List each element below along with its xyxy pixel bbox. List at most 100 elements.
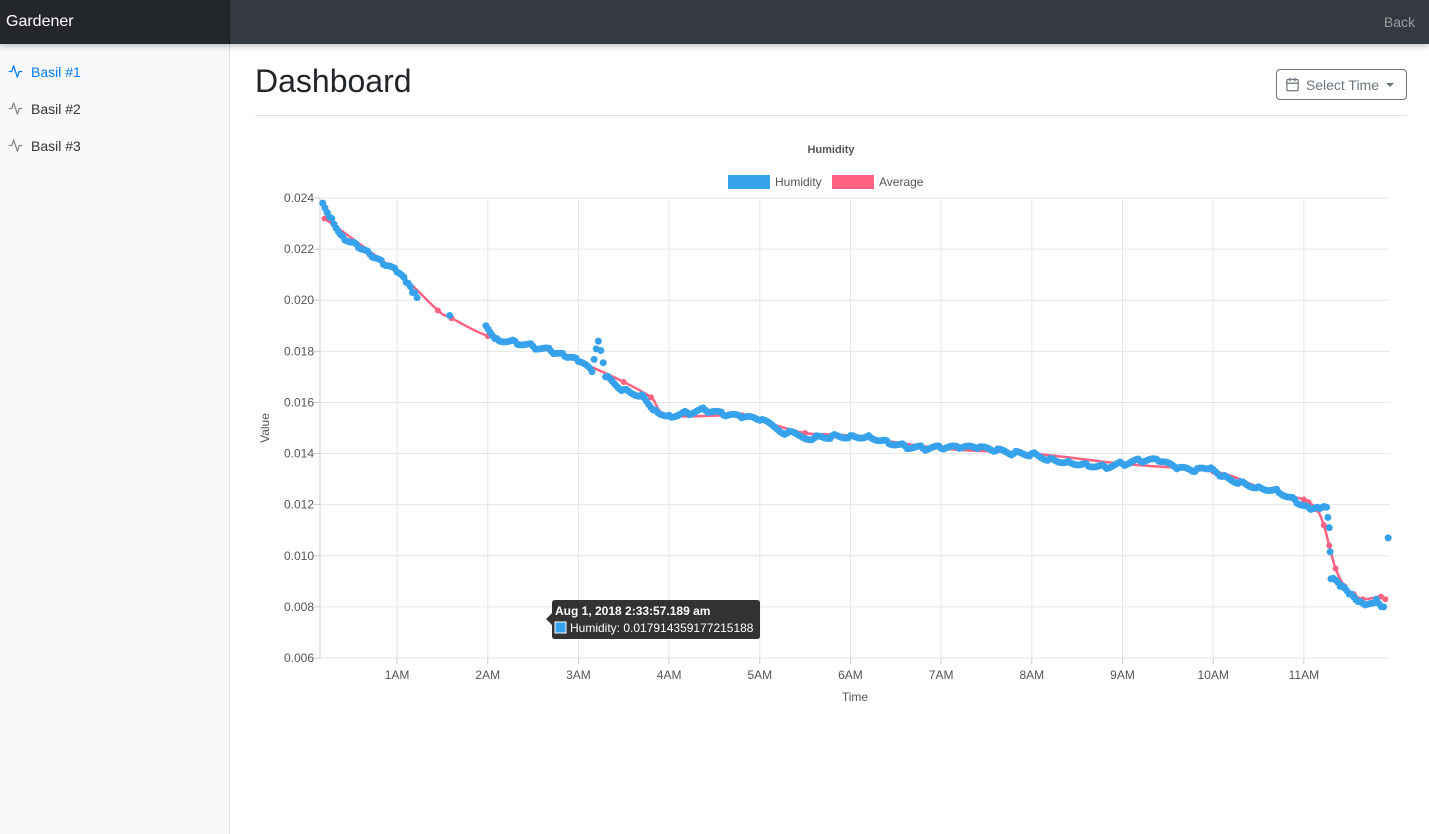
data-point-humidity [326, 213, 334, 221]
sidebar-item-basil-3[interactable]: Basil #3 [0, 127, 229, 164]
tooltip-title: Aug 1, 2018 2:33:57.189 am [555, 604, 710, 618]
y-tick-label: 0.006 [284, 651, 314, 665]
chart-tooltip: Aug 1, 2018 2:33:57.189 am Humidity: 0.0… [546, 600, 760, 639]
data-point-humidity [377, 256, 385, 264]
y-tick-label: 0.020 [284, 293, 314, 307]
data-point-humidity [1384, 534, 1392, 542]
x-tick-label: 6AM [838, 668, 863, 682]
x-tick-label: 7AM [929, 668, 954, 682]
data-point-humidity [594, 337, 602, 345]
data-point-humidity [1289, 493, 1297, 501]
activity-icon [8, 139, 23, 152]
sidebar-item-label: Basil #1 [31, 63, 81, 80]
back-link[interactable]: Back [1383, 14, 1415, 30]
data-point-humidity [411, 289, 419, 297]
chart-series-points [319, 199, 1392, 611]
x-tick-label: 2AM [475, 668, 500, 682]
x-tick-label: 8AM [1019, 668, 1044, 682]
chart-grid [313, 197, 1390, 664]
x-tick-label: 9AM [1110, 668, 1135, 682]
x-axis-label: Time [842, 690, 869, 704]
data-point-humidity [808, 436, 816, 444]
data-point-humidity [899, 440, 907, 448]
data-point-humidity [586, 364, 594, 372]
sidebar-item-basil-1[interactable]: Basil #1 [0, 53, 229, 90]
select-time-label: Select Time [1305, 76, 1379, 93]
sidebar-item-basil-2[interactable]: Basil #2 [0, 90, 229, 127]
activity-icon [8, 65, 23, 78]
select-time-button[interactable]: Select Time [1275, 69, 1407, 100]
chart-series-lines [323, 217, 1387, 601]
data-point-humidity [1325, 524, 1333, 532]
y-axis-ticks: 0.024 0.022 0.020 0.018 0.016 0.014 0.012 0.010… [284, 191, 314, 665]
tooltip-body: Humidity: 0.017914359177215188 [570, 621, 754, 635]
data-point-humidity [391, 264, 399, 272]
x-tick-label: 10AM [1197, 668, 1228, 682]
data-point-humidity [400, 273, 408, 281]
brand-name[interactable]: Gardener [0, 0, 230, 44]
x-tick-label: 11AM [1289, 668, 1319, 682]
data-point-humidity [509, 336, 517, 344]
data-point-humidity [826, 434, 834, 442]
humidity-chart[interactable]: Humidity Humidity Average 0.0240.0220.02… [255, 130, 1407, 710]
y-tick-label: 0.024 [284, 191, 314, 205]
data-point-average [1320, 522, 1327, 529]
data-point-humidity [1324, 513, 1332, 521]
data-point-humidity [559, 349, 567, 357]
data-point-humidity [336, 231, 344, 239]
data-point-humidity [527, 340, 535, 348]
sidebar-item-label: Basil #3 [31, 137, 81, 154]
page-title: Dashboard [255, 63, 412, 99]
data-point-average [1332, 565, 1339, 572]
data-point-humidity [597, 347, 605, 355]
data-point-average [620, 379, 627, 385]
data-point-humidity [590, 355, 598, 363]
legend-swatch-average [832, 175, 874, 189]
sidebar-item-label: Basil #2 [31, 100, 81, 117]
data-point-humidity [917, 442, 925, 450]
data-point-average [1326, 542, 1333, 549]
x-tick-label: 4AM [657, 668, 682, 682]
data-point-humidity [446, 312, 454, 320]
x-tick-label: 1AM [385, 668, 410, 682]
x-tick-label: 3AM [566, 668, 591, 682]
y-tick-label: 0.012 [284, 498, 314, 512]
header-divider [255, 115, 1407, 116]
x-tick-label: 5AM [747, 668, 772, 682]
data-point-average [434, 307, 441, 314]
data-point-humidity [1326, 548, 1334, 556]
data-point-humidity [1320, 502, 1328, 510]
data-point-humidity [406, 283, 414, 291]
data-point-humidity [781, 430, 789, 438]
top-navbar: Gardener Back [0, 0, 1429, 44]
activity-icon [8, 102, 23, 115]
data-point-average [647, 394, 654, 401]
y-tick-label: 0.016 [284, 395, 314, 409]
legend-swatch-humidity [728, 175, 770, 189]
data-point-humidity [545, 344, 553, 352]
data-point-average [1300, 496, 1307, 503]
tooltip-swatch [554, 621, 567, 634]
data-point-average [1382, 596, 1389, 603]
tooltip-box [546, 600, 760, 639]
y-tick-label: 0.010 [284, 549, 314, 563]
chart-legend: Humidity Average [728, 175, 924, 189]
caret-down-icon [1386, 82, 1394, 87]
sidebar: Basil #1 Basil #2 Basil #3 [0, 44, 230, 834]
y-tick-label: 0.018 [284, 344, 314, 358]
series-line-average [323, 217, 1387, 601]
data-point-humidity [699, 404, 707, 412]
y-axis-label: Value [258, 413, 272, 443]
data-point-humidity [364, 247, 372, 255]
y-tick-label: 0.022 [284, 242, 314, 256]
y-tick-label: 0.014 [284, 447, 314, 461]
x-axis-ticks: 1AM 2AM 3AM 4AM 5AM 6AM 7AM 8AM 9AM 10AM 11AM [385, 668, 1319, 682]
legend-label-humidity[interactable]: Humidity [775, 175, 822, 189]
data-point-humidity [350, 238, 358, 246]
chart-title: Humidity [807, 144, 855, 156]
calendar-icon [1286, 77, 1299, 92]
legend-label-average[interactable]: Average [879, 175, 924, 189]
y-tick-label: 0.008 [284, 600, 314, 614]
data-point-humidity [599, 359, 607, 367]
data-point-humidity [1377, 603, 1385, 611]
